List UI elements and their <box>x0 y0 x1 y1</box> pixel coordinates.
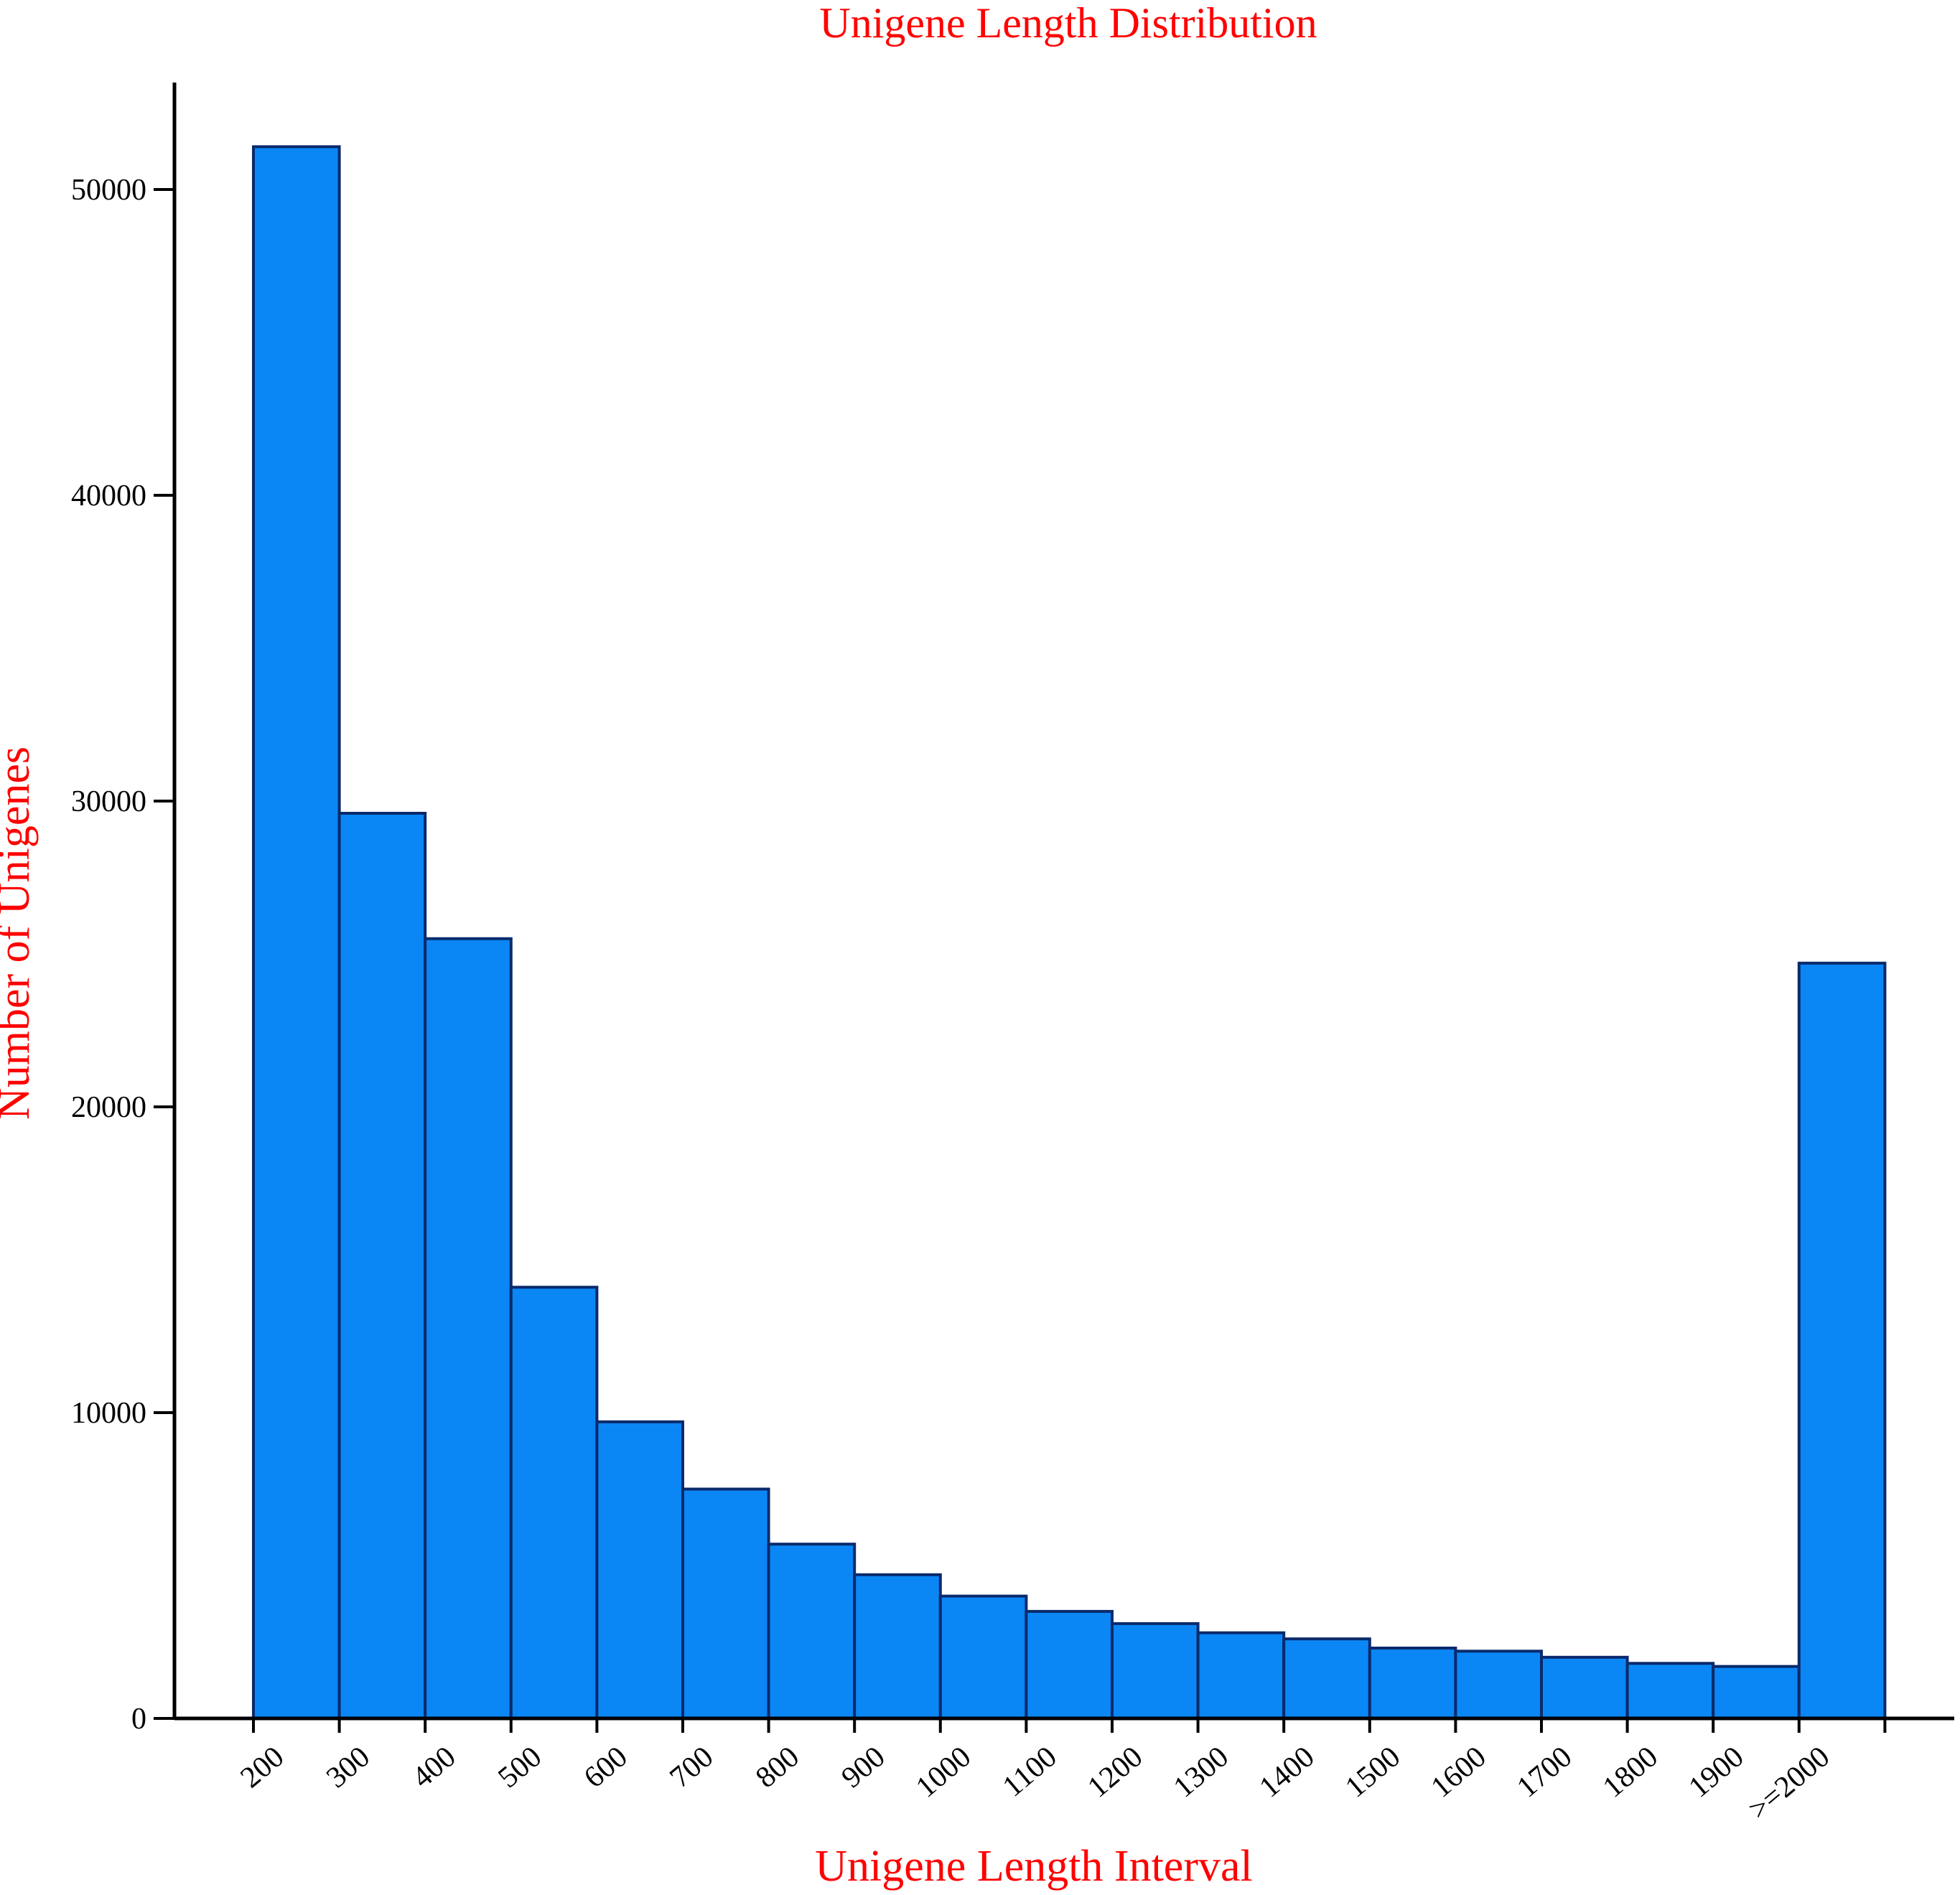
bar-5 <box>681 1487 770 1720</box>
x-tick-label-14: 1600 <box>1425 1740 1493 1804</box>
bar-17 <box>1712 1665 1801 1721</box>
x-tick-label-6: 800 <box>750 1740 806 1795</box>
y-ticks: 0 10000 20000 30000 40000 50000 <box>71 174 174 1736</box>
bar-9 <box>1025 1609 1114 1720</box>
x-tick-label-5: 700 <box>664 1740 720 1795</box>
x-tick-label-13: 1500 <box>1339 1740 1406 1804</box>
y-tick-label-4: 40000 <box>71 479 146 513</box>
x-tick-label-16: 1800 <box>1597 1740 1664 1804</box>
bar-13 <box>1368 1647 1457 1720</box>
x-tick-label-2: 400 <box>406 1740 462 1795</box>
x-axis-label: Unigene Length Interval <box>815 1842 1252 1891</box>
bar-12 <box>1282 1637 1371 1720</box>
y-tick-label-1: 10000 <box>71 1397 146 1430</box>
bar-7 <box>853 1573 942 1721</box>
bar-18 <box>1797 961 1887 1720</box>
x-tick-label-18: >=2000 <box>1742 1740 1836 1826</box>
x-tick-label-3: 500 <box>492 1740 548 1795</box>
x-tick-label-9: 1100 <box>997 1740 1063 1803</box>
bar-1 <box>337 812 427 1720</box>
x-tick-label-0: 200 <box>235 1740 291 1795</box>
x-tick-label-7: 900 <box>836 1740 892 1795</box>
bar-11 <box>1196 1631 1286 1720</box>
y-axis-label: Number of Unigenes <box>0 747 39 1120</box>
bar-14 <box>1454 1650 1544 1721</box>
bar-2 <box>424 937 513 1720</box>
x-tick-label-4: 600 <box>578 1740 634 1795</box>
y-tick-label-3: 30000 <box>71 785 146 818</box>
bar-4 <box>595 1420 685 1721</box>
x-tick-label-8: 1000 <box>910 1740 977 1804</box>
x-ticks: 200 300 400 500 600 700 800 900 1000 1100 1200 1300… <box>235 1718 1887 1826</box>
bar-16 <box>1625 1662 1715 1721</box>
x-tick-label-1: 300 <box>320 1740 376 1795</box>
x-tick-label-17: 1900 <box>1683 1740 1750 1804</box>
bar-8 <box>938 1594 1028 1721</box>
chart-title: Unigene Length Distribution <box>819 0 1317 47</box>
bar-15 <box>1540 1655 1629 1721</box>
x-tick-label-15: 1700 <box>1511 1740 1579 1804</box>
bar-10 <box>1111 1622 1200 1720</box>
x-tick-label-10: 1200 <box>1082 1740 1149 1804</box>
x-tick-label-11: 1300 <box>1167 1740 1235 1804</box>
bars <box>252 145 1887 1721</box>
y-tick-label-0: 0 <box>131 1703 146 1736</box>
bar-6 <box>767 1543 857 1720</box>
y-tick-label-5: 50000 <box>71 174 146 207</box>
bar-0 <box>252 145 341 1721</box>
y-tick-label-2: 20000 <box>71 1091 146 1124</box>
bar-3 <box>509 1286 599 1721</box>
x-tick-label-12: 1400 <box>1254 1740 1321 1804</box>
